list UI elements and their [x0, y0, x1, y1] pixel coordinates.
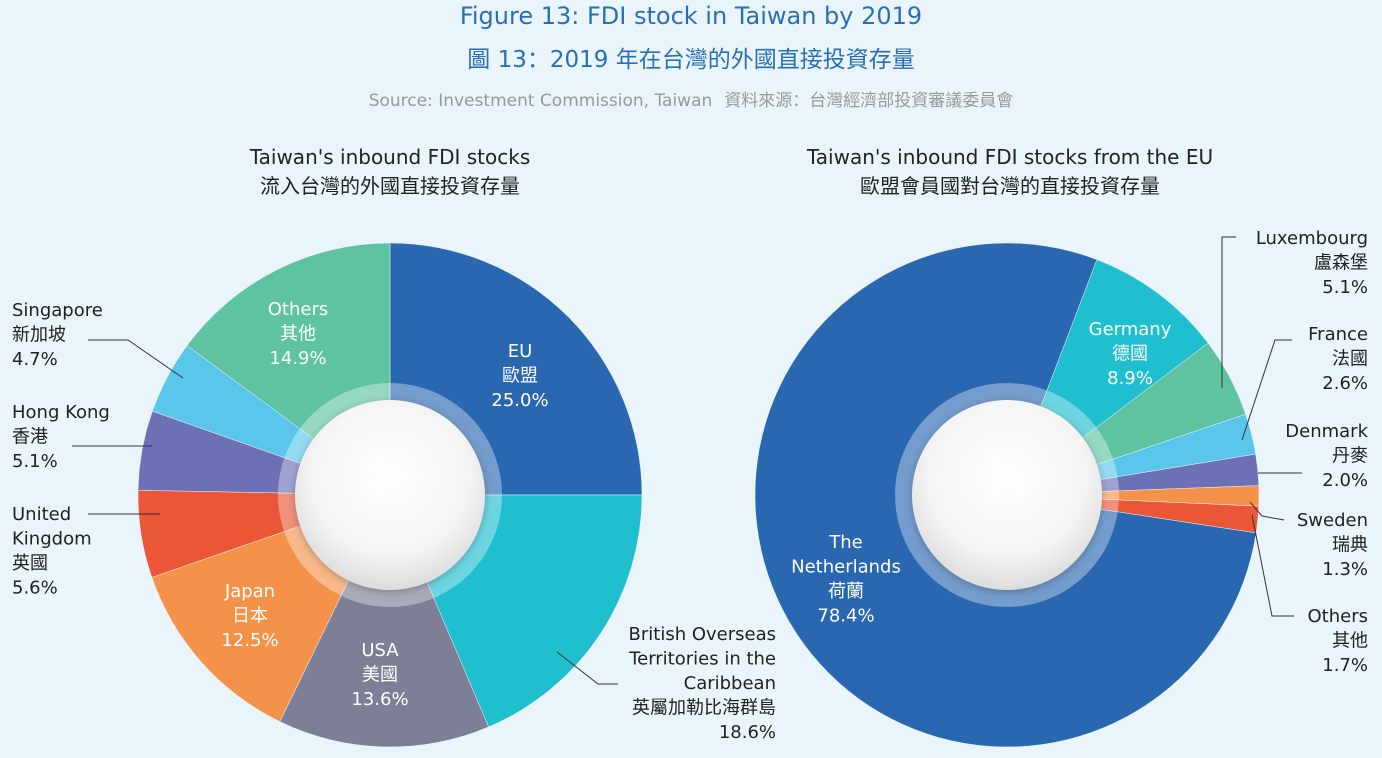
chart2-donut: Germany 德國 8.9% Luxembourg 盧森堡 5.1% France 法國 2.…	[754, 228, 1369, 748]
label-others: Others 其他 1.7%	[1308, 606, 1369, 676]
leader-line	[1221, 236, 1236, 388]
chart2-title-en: Taiwan's inbound FDI stocks from the EU	[806, 145, 1214, 169]
label-usa: USA 美國 13.6%	[351, 640, 408, 710]
label-denmark: Denmark 丹麥 2.0%	[1285, 421, 1368, 491]
leader-line	[1251, 514, 1294, 617]
label-singapore: Singapore 新加坡 4.7%	[12, 300, 103, 370]
source-note: Source: Investment Commission, Taiwan 資料來…	[0, 86, 1382, 111]
figure-title-en: Figure 13: FDI stock in Taiwan by 2019	[459, 2, 923, 30]
label-others: Others 其他 14.9%	[268, 299, 329, 369]
chart2-title: Taiwan's inbound FDI stocks from the EU …	[760, 143, 1260, 201]
label-british-overseas-territories-in-the-caribbean: British Overseas Territories in the Caribb…	[628, 624, 776, 743]
slice-usa	[279, 494, 489, 748]
chart1-title-zh: 流入台灣的外國直接投資存量	[260, 174, 520, 198]
label-the-netherlands: The Netherlands 荷蘭 78.4%	[791, 532, 901, 627]
label-hong-kong: Hong Kong 香港 5.1%	[12, 402, 110, 472]
chart2-title-zh: 歐盟會員國對台灣的直接投資存量	[860, 174, 1160, 198]
label-eu: EU 歐盟 25.0%	[491, 341, 548, 411]
figure-title-zh: 圖 13：2019 年在台灣的外國直接投資存量	[467, 47, 915, 73]
leader-line	[1241, 339, 1292, 441]
donut-hole	[295, 400, 485, 590]
chart1-donut: EU 歐盟 25.0% British Overseas Territories in …	[12, 242, 776, 748]
leader-line	[556, 651, 618, 685]
chart1-title: Taiwan's inbound FDI stocks 流入台灣的外國直接投資存…	[190, 143, 590, 201]
label-germany: Germany 德國 8.9%	[1089, 319, 1172, 389]
donut-hole	[912, 400, 1102, 590]
source-zh: 資料來源：台灣經濟部投資審議委員會	[724, 91, 1014, 111]
label-sweden: Sweden 瑞典 1.3%	[1297, 510, 1368, 580]
label-luxembourg: Luxembourg 盧森堡 5.1%	[1256, 228, 1368, 298]
label-united-kingdom: United Kingdom 英國 5.6%	[12, 504, 92, 599]
source-en: Source: Investment Commission, Taiwan	[368, 91, 713, 111]
leader-line	[1249, 501, 1285, 521]
label-france: France 法國 2.6%	[1308, 324, 1368, 394]
label-japan: Japan 日本 12.5%	[221, 581, 278, 651]
leader-line	[88, 339, 184, 379]
chart1-title-en: Taiwan's inbound FDI stocks	[249, 145, 531, 169]
